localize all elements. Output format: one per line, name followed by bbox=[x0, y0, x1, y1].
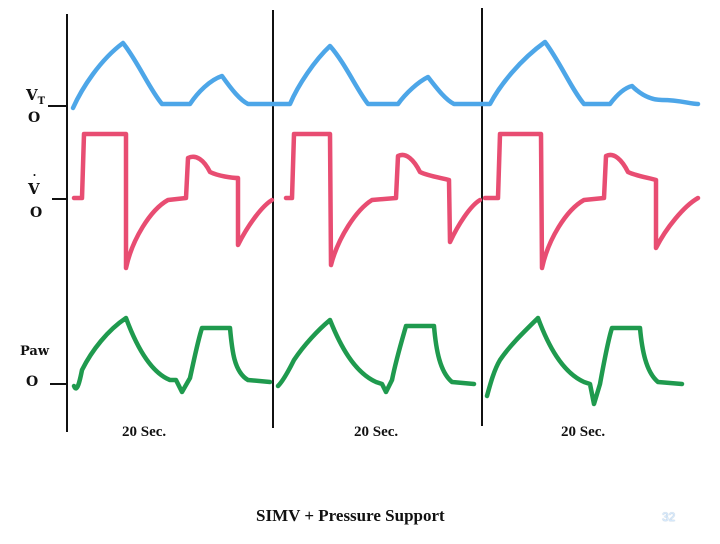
flow-waveform bbox=[71, 131, 701, 271]
time-label: 20 Sec. bbox=[122, 424, 167, 440]
flow-symbol: V bbox=[28, 180, 40, 198]
page-number: 32 bbox=[662, 510, 676, 524]
paw-zero-label: O bbox=[26, 374, 39, 390]
flow-dot: ˙ bbox=[31, 173, 38, 189]
flow-zero-label: O bbox=[30, 205, 43, 221]
flow-label: ˙ V bbox=[28, 173, 40, 198]
pressure-waveform bbox=[71, 315, 685, 407]
tidal-volume-symbol: V bbox=[26, 86, 38, 104]
paw-label: Paw bbox=[20, 344, 50, 359]
tidal-volume-zero-label: O bbox=[28, 110, 41, 126]
time-label: 20 Sec. bbox=[561, 424, 606, 440]
volume-waveform bbox=[70, 39, 701, 111]
time-label: 20 Sec. bbox=[354, 424, 399, 440]
tidal-volume-label: VT bbox=[26, 86, 45, 107]
tidal-volume-subscript: T bbox=[37, 96, 46, 107]
slide-caption: SIMV + Pressure Support bbox=[256, 506, 445, 525]
